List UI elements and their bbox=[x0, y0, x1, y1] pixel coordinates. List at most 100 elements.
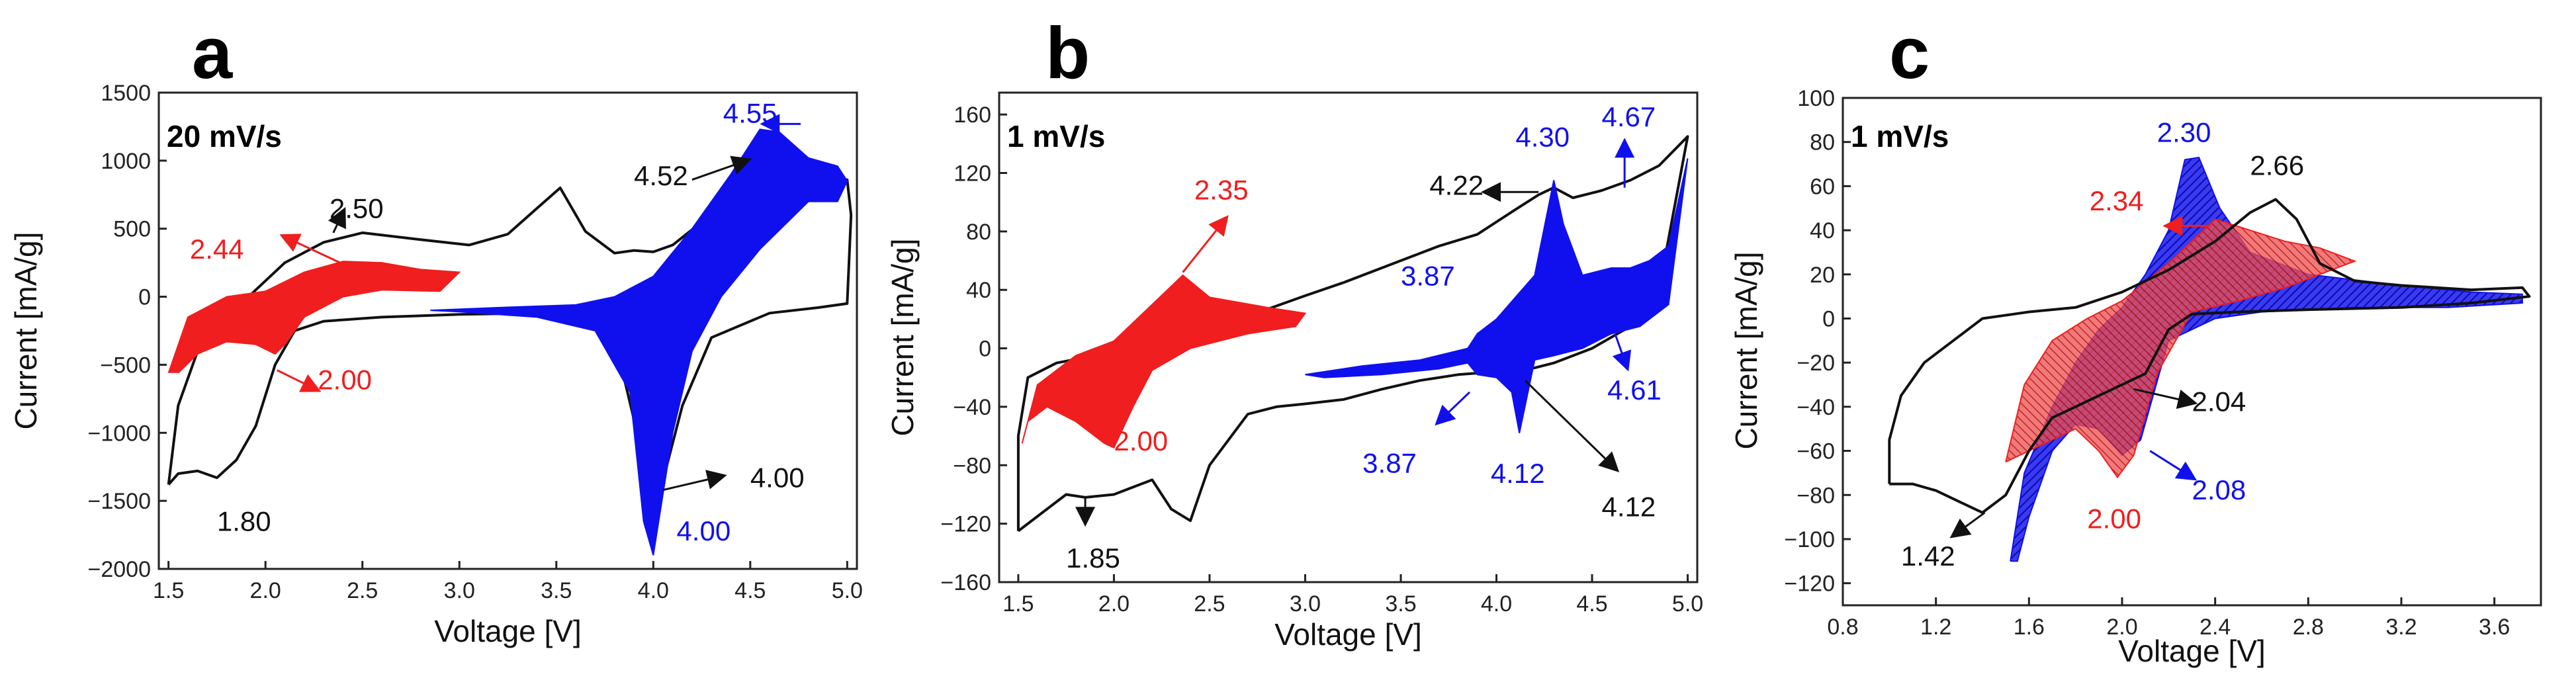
x-tick-label: 2.4 bbox=[2199, 615, 2231, 640]
y-tick-label: 100 bbox=[1797, 86, 1835, 111]
x-tick-label: 3.0 bbox=[1290, 591, 1321, 617]
scan-rate-label: 1 mV/s bbox=[1007, 119, 1105, 153]
y-tick-label: 120 bbox=[954, 161, 991, 186]
peak-annotation: 4.61 bbox=[1607, 374, 1662, 406]
annotation-arrow bbox=[1435, 391, 1471, 426]
peak-annotation: 1.80 bbox=[217, 505, 271, 536]
y-axis-label: Current [mA/g] bbox=[9, 232, 43, 429]
peak-annotation: 4.67 bbox=[1601, 101, 1656, 132]
x-tick-label: 4.0 bbox=[638, 578, 669, 603]
y-tick-label: −100 bbox=[1784, 527, 1835, 552]
y-tick-label: 80 bbox=[1810, 130, 1835, 155]
peak-annotation: 2.34 bbox=[2090, 185, 2144, 216]
peak-annotation: 2.00 bbox=[2087, 503, 2141, 534]
peak-annotation: 2.30 bbox=[2157, 117, 2211, 148]
peak-annotation: 4.52 bbox=[634, 160, 688, 191]
y-axis-label: Current [mA/g] bbox=[1729, 251, 1763, 449]
y-tick-label: 20 bbox=[1810, 263, 1835, 288]
peak-annotation: 1.85 bbox=[1066, 542, 1120, 574]
y-tick-label: 0 bbox=[138, 285, 151, 310]
y-axis-label: Current [mA/g] bbox=[885, 238, 920, 436]
y-tick-label: 60 bbox=[1810, 174, 1835, 199]
peak-annotation: 4.00 bbox=[676, 515, 731, 546]
panel-letter: b bbox=[1045, 13, 1090, 94]
y-tick-label: −120 bbox=[940, 512, 991, 537]
x-tick-label: 2.0 bbox=[1098, 591, 1130, 617]
y-tick-label: 0 bbox=[979, 337, 991, 362]
x-tick-label: 3.5 bbox=[1385, 591, 1416, 617]
x-tick-label: 2.0 bbox=[2106, 615, 2137, 640]
peak-annotation: 1.42 bbox=[1901, 540, 1955, 572]
peak-annotation: 2.00 bbox=[1114, 425, 1168, 456]
plot-frame bbox=[157, 91, 858, 570]
peak-annotation: 4.22 bbox=[1429, 170, 1484, 201]
x-axis-label: Voltage [V] bbox=[1274, 617, 1422, 652]
y-tick-label: −80 bbox=[1797, 483, 1835, 508]
x-tick-label: 2.0 bbox=[250, 578, 281, 603]
annotation-arrow bbox=[277, 369, 322, 392]
x-tick-label: 2.5 bbox=[347, 578, 378, 603]
y-tick-label: 40 bbox=[966, 278, 991, 303]
y-tick-label: 0 bbox=[1822, 306, 1835, 331]
series-red-band bbox=[167, 261, 461, 374]
x-tick-label: 3.0 bbox=[444, 578, 475, 603]
panel-letter: c bbox=[1889, 13, 1930, 94]
peak-annotation: 4.12 bbox=[1491, 458, 1545, 489]
x-tick-label: 1.5 bbox=[153, 578, 184, 603]
y-tick-label: −500 bbox=[100, 353, 151, 378]
peak-annotation: 2.66 bbox=[2250, 150, 2304, 181]
y-tick-label: −1500 bbox=[88, 489, 152, 514]
peak-annotation: 4.00 bbox=[750, 462, 805, 493]
y-tick-label: 500 bbox=[113, 217, 151, 242]
y-tick-label: −1000 bbox=[88, 421, 152, 446]
panel-letter: a bbox=[192, 13, 233, 94]
x-tick-label: 0.8 bbox=[1827, 615, 1858, 640]
peak-annotation: 2.50 bbox=[330, 192, 384, 224]
series-group bbox=[1888, 156, 2531, 562]
x-tick-label: 4.0 bbox=[1481, 591, 1512, 617]
peak-annotation: 4.55 bbox=[723, 97, 777, 128]
x-axis-label: Voltage [V] bbox=[434, 614, 582, 648]
panel-b: b 1.5 2.0 2.5 3.0 3.5 4.0 4.5 5.0 −160 −120 −80 −40 0… bbox=[885, 13, 1703, 652]
annotation-arrow bbox=[2149, 450, 2198, 481]
peak-annotation: 2.04 bbox=[2192, 386, 2246, 417]
y-tick-label: 160 bbox=[954, 103, 991, 128]
x-axis-label: Voltage [V] bbox=[2118, 634, 2266, 668]
x-tick-label: 4.5 bbox=[1576, 591, 1607, 617]
annotation-arrow bbox=[279, 234, 355, 271]
annotation-arrow bbox=[1182, 215, 1229, 273]
peak-annotation: 3.87 bbox=[1401, 261, 1455, 292]
panel-a: a 1.5 2.0 2.5 3.0 3.5 4.0 4.5 5.0 −2000 −1500 −1000… bbox=[9, 13, 863, 648]
x-tick-label: 3.5 bbox=[541, 578, 572, 603]
plot-frame bbox=[1842, 97, 2542, 607]
annotation-arrow bbox=[2133, 388, 2198, 409]
x-tick-label: 3.6 bbox=[2479, 615, 2510, 640]
peak-annotation: 2.44 bbox=[190, 234, 244, 265]
x-tick-label: 5.0 bbox=[832, 578, 863, 603]
peak-annotation: 2.08 bbox=[2192, 474, 2246, 505]
x-tick-label: 4.5 bbox=[734, 578, 766, 603]
y-tick-label: −160 bbox=[940, 570, 991, 595]
y-tick-label: −40 bbox=[953, 395, 991, 420]
y-tick-label: −2000 bbox=[88, 557, 152, 582]
annotation-arrow bbox=[1949, 511, 1986, 538]
peak-annotation: 3.87 bbox=[1362, 447, 1417, 478]
y-tick-label: −60 bbox=[1797, 439, 1835, 464]
x-tick-label: 1.5 bbox=[1002, 591, 1034, 617]
series-red-band bbox=[1021, 274, 1307, 449]
y-tick-label: −80 bbox=[953, 453, 991, 478]
series-black-cv bbox=[167, 152, 853, 492]
series-blue-band bbox=[430, 128, 848, 556]
y-tick-label: 40 bbox=[1810, 218, 1835, 243]
annotation-arrow bbox=[328, 206, 346, 234]
x-tick-label: 1.6 bbox=[2014, 615, 2045, 640]
y-tick-label: 1000 bbox=[101, 149, 151, 174]
y-tick-label: −40 bbox=[1797, 395, 1835, 420]
y-tick-label: 1500 bbox=[101, 81, 151, 106]
peak-annotation: 4.12 bbox=[1601, 492, 1656, 523]
x-tick-label: 2.5 bbox=[1194, 591, 1225, 617]
series-group bbox=[1016, 135, 1689, 533]
annotation-arrow bbox=[1524, 380, 1620, 472]
scan-rate-label: 1 mV/s bbox=[1851, 119, 1949, 153]
